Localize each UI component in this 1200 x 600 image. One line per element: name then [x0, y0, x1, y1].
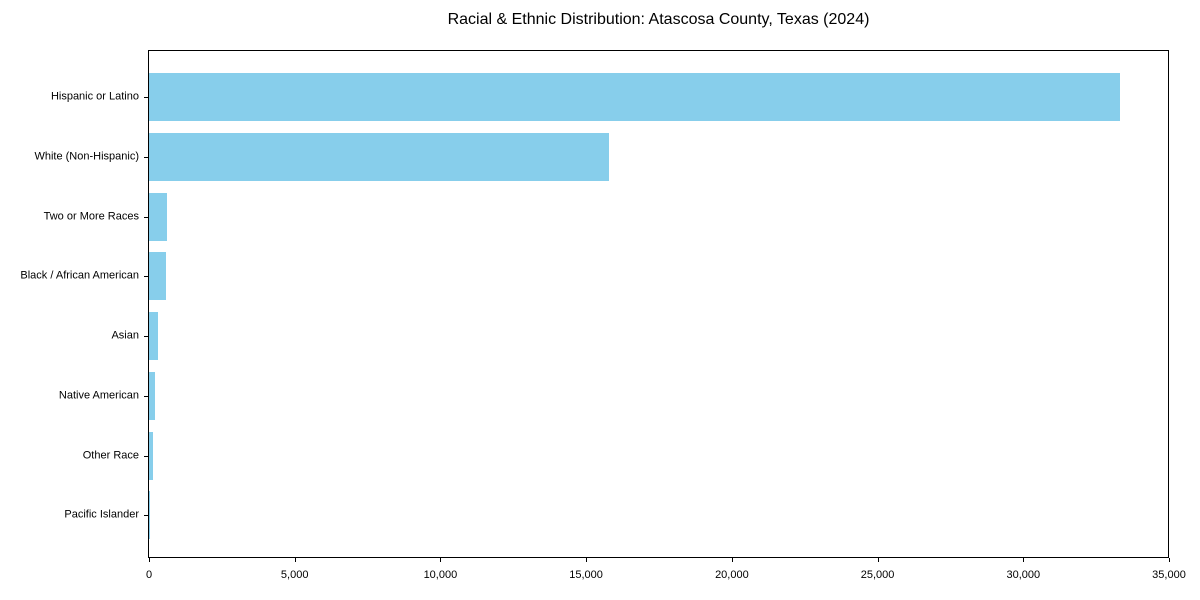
x-tick-label: 25,000: [860, 569, 895, 581]
x-tick-label: 35,000: [1152, 569, 1186, 581]
x-tick-label: 10,000: [423, 569, 458, 581]
x-tick-label: 20,000: [715, 569, 749, 581]
bar-hispanic-or-latino: [149, 73, 1121, 121]
x-tick-mark: [878, 558, 879, 562]
y-tick-mark: [144, 515, 148, 516]
chart-title: Racial & Ethnic Distribution: Atascosa C…: [447, 11, 870, 28]
y-tick-mark: [144, 456, 148, 457]
y-tick-mark: [144, 336, 148, 337]
bar-two-or-more-races: [149, 192, 168, 241]
x-tick-mark: [732, 558, 733, 562]
y-tick-mark: [144, 396, 148, 397]
x-tick-mark: [295, 558, 296, 562]
y-tick-label: Hispanic or Latino: [50, 90, 139, 103]
y-tick-label: Pacific Islander: [64, 508, 139, 521]
x-tick-mark: [1023, 558, 1024, 562]
y-tick-mark: [144, 97, 148, 98]
x-tick-mark: [440, 558, 441, 562]
bar-other-race: [149, 431, 154, 480]
x-tick-label: 30,000: [1006, 569, 1041, 581]
x-tick-label: 15,000: [569, 569, 603, 581]
y-tick-mark: [144, 157, 148, 158]
x-tick-label: 0: [145, 569, 153, 581]
y-tick-label: White (Non-Hispanic): [34, 150, 139, 163]
y-tick-label: Native American: [58, 389, 139, 402]
bar-white-non-hispanic: [149, 132, 609, 181]
y-tick-label: Black / African American: [20, 269, 139, 282]
plot-area: [148, 50, 1169, 558]
y-tick-label: Two or More Races: [43, 210, 139, 222]
y-tick-mark: [144, 217, 148, 218]
x-tick-label: 5,000: [280, 569, 309, 581]
bar-black-african-american: [149, 252, 166, 301]
y-tick-label: Asian: [111, 329, 139, 342]
bar-native-american: [149, 371, 155, 420]
bar-asian: [149, 312, 159, 360]
x-tick-mark: [586, 558, 587, 562]
x-tick-mark: [1169, 558, 1170, 562]
x-tick-mark: [149, 558, 150, 562]
y-tick-mark: [144, 276, 148, 277]
y-tick-label: Other Race: [82, 449, 139, 462]
